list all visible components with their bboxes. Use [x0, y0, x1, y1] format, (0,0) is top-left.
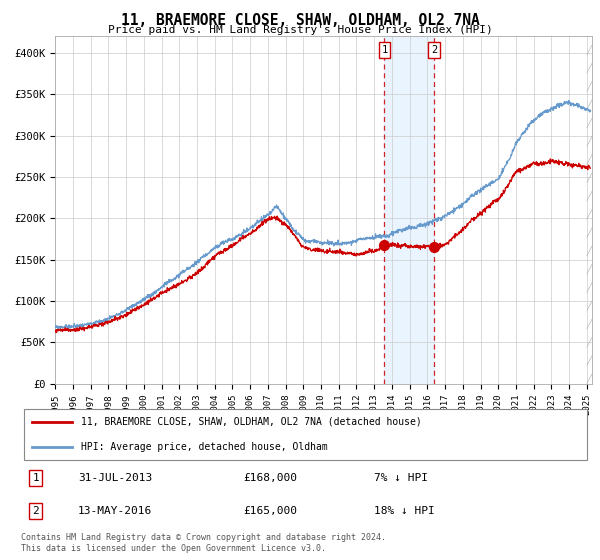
FancyBboxPatch shape: [24, 409, 587, 460]
Text: 1: 1: [382, 45, 388, 55]
Text: 13-MAY-2016: 13-MAY-2016: [78, 506, 152, 516]
Text: £168,000: £168,000: [244, 473, 298, 483]
Text: 1: 1: [32, 473, 39, 483]
Text: 2: 2: [32, 506, 39, 516]
Text: Price paid vs. HM Land Registry's House Price Index (HPI): Price paid vs. HM Land Registry's House …: [107, 25, 493, 35]
Text: 31-JUL-2013: 31-JUL-2013: [78, 473, 152, 483]
Text: 2: 2: [431, 45, 437, 55]
Text: £165,000: £165,000: [244, 506, 298, 516]
Bar: [385, 36, 434, 384]
Text: 11, BRAEMORE CLOSE, SHAW, OLDHAM, OL2 7NA (detached house): 11, BRAEMORE CLOSE, SHAW, OLDHAM, OL2 7N…: [81, 417, 422, 427]
Text: 18% ↓ HPI: 18% ↓ HPI: [374, 506, 435, 516]
Text: 7% ↓ HPI: 7% ↓ HPI: [374, 473, 428, 483]
Text: HPI: Average price, detached house, Oldham: HPI: Average price, detached house, Oldh…: [81, 442, 328, 452]
Text: 11, BRAEMORE CLOSE, SHAW, OLDHAM, OL2 7NA: 11, BRAEMORE CLOSE, SHAW, OLDHAM, OL2 7N…: [121, 13, 479, 28]
Text: Contains HM Land Registry data © Crown copyright and database right 2024.
This d: Contains HM Land Registry data © Crown c…: [21, 533, 386, 553]
